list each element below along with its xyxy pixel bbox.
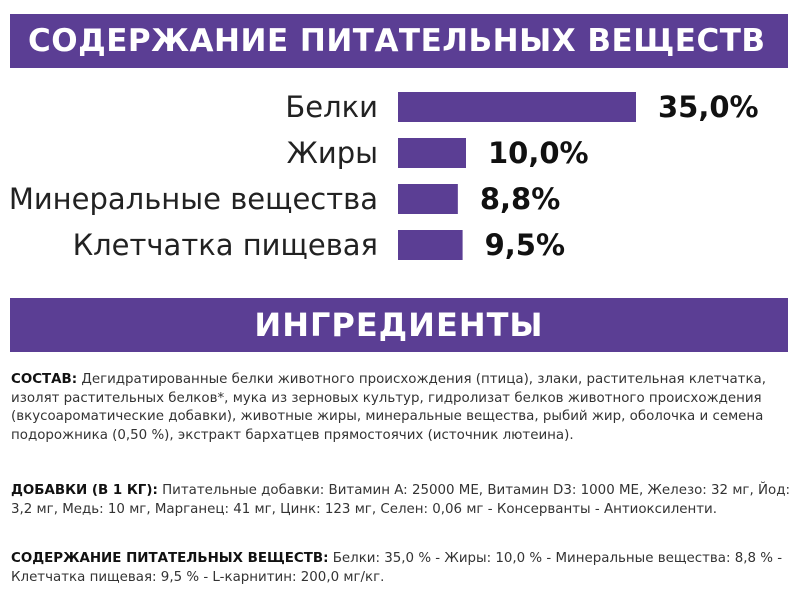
- composition-text: Дегидратированные белки животного происх…: [11, 372, 766, 443]
- bar: [398, 92, 636, 122]
- nutrients-text: Белки: 35,0 % - Жиры: 10,0 % - Минеральн…: [11, 551, 783, 585]
- nutrients-title-banner: СОДЕРЖАНИЕ ПИТАТЕЛЬНЫХ ВЕЩЕСТВ: [10, 14, 788, 68]
- nutrients-label: СОДЕРЖАНИЕ ПИТАТЕЛЬНЫХ ВЕЩЕСТВ:: [11, 551, 329, 566]
- value-label: 8,8%: [480, 182, 560, 216]
- additives-text: Питательные добавки: Витамин A: 25000 МЕ…: [11, 483, 790, 517]
- category-label: Клетчатка пищевая: [73, 228, 378, 262]
- bar: [398, 230, 463, 260]
- value-label: 10,0%: [488, 136, 589, 170]
- additives-label: ДОБАВКИ (В 1 КГ):: [11, 483, 158, 498]
- additives-paragraph: ДОБАВКИ (В 1 КГ): Питательные добавки: В…: [11, 482, 791, 519]
- category-label: Белки: [285, 90, 378, 124]
- nutrients-paragraph: СОДЕРЖАНИЕ ПИТАТЕЛЬНЫХ ВЕЩЕСТВ: Белки: 3…: [11, 550, 791, 587]
- value-label: 35,0%: [658, 90, 759, 124]
- bar: [398, 138, 466, 168]
- nutrient-bar-chart: Белки 35,0% Жиры 10,0% Минеральные вещества 8…: [9, 90, 759, 262]
- nutrients-title: СОДЕРЖАНИЕ ПИТАТЕЛЬНЫХ ВЕЩЕСТВ: [28, 23, 766, 59]
- value-label: 9,5%: [485, 228, 565, 262]
- category-label: Минеральные вещества: [9, 182, 378, 216]
- ingredients-title: ИНГРЕДИЕНТЫ: [254, 306, 544, 344]
- composition-label: СОСТАВ:: [11, 372, 78, 387]
- composition-paragraph: СОСТАВ: Дегидратированные белки животног…: [11, 371, 791, 445]
- bar: [398, 184, 458, 214]
- ingredients-title-banner: ИНГРЕДИЕНТЫ: [10, 298, 788, 352]
- category-label: Жиры: [287, 136, 378, 170]
